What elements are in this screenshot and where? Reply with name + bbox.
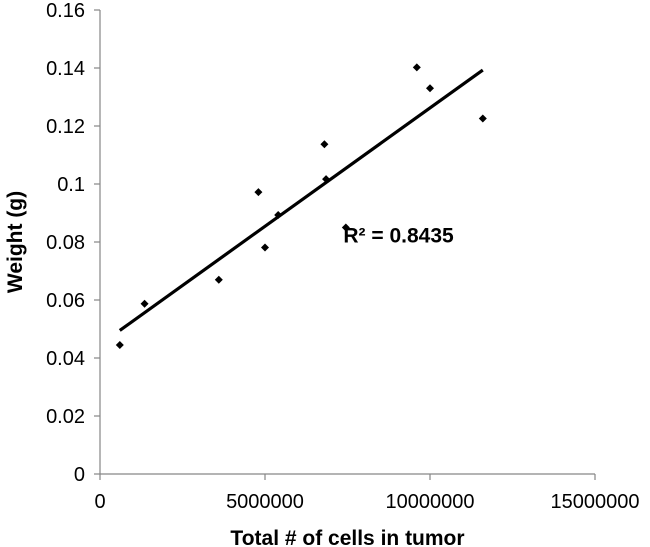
- y-tick-label: 0: [74, 464, 85, 486]
- y-axis-title: Weight (g): [4, 191, 27, 293]
- x-axis-title: Total # of cells in tumor: [230, 527, 464, 547]
- trendline: [118, 68, 484, 332]
- y-axis: 0 0.02 0.04 0.06 0.08 0.1 0.12 0.14 0.16: [46, 0, 101, 486]
- data-point: [426, 84, 434, 93]
- y-tick-label: 0.08: [46, 232, 85, 254]
- y-tick-label: 0.16: [46, 0, 85, 22]
- data-point: [261, 243, 269, 252]
- y-tick-label: 0.04: [46, 348, 85, 370]
- data-point: [274, 211, 283, 220]
- data-point: [478, 114, 487, 123]
- data-point: [341, 223, 350, 232]
- y-tick-label: 0.06: [46, 290, 85, 312]
- y-tick-label: 0.1: [57, 174, 85, 196]
- data-point: [140, 299, 149, 308]
- data-point: [412, 63, 421, 72]
- x-tick-label: 10000000: [386, 491, 475, 513]
- y-tick-label: 0.02: [46, 406, 85, 428]
- x-tick-label: 0: [94, 491, 105, 513]
- x-tick-label: 5000000: [226, 491, 304, 513]
- data-points: [115, 63, 487, 349]
- r-squared-annotation: R² = 0.8435: [343, 225, 454, 248]
- x-tick-label: 15000000: [551, 491, 640, 513]
- data-point: [322, 175, 331, 184]
- y-tick-label: 0.12: [46, 116, 85, 138]
- trendline-group: [118, 68, 484, 332]
- data-point: [320, 140, 329, 149]
- data-point: [214, 275, 223, 284]
- y-tick-label: 0.14: [46, 58, 85, 80]
- data-point: [254, 188, 263, 197]
- x-axis: 0 5000000 10000000 15000000: [94, 473, 640, 513]
- data-point: [115, 340, 124, 349]
